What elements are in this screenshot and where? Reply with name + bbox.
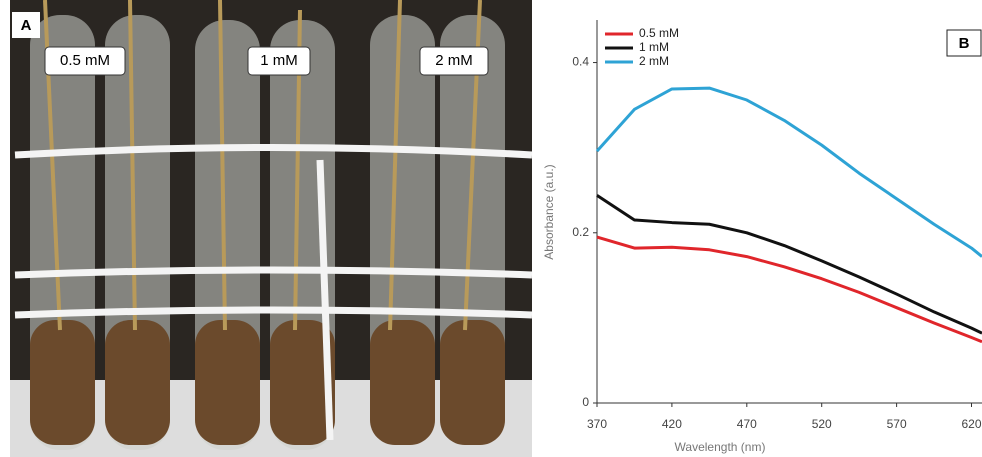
data-line [597,237,982,342]
x-tick-label: 620 [961,417,981,431]
tube-label: 2 mM [435,52,473,69]
tube-label: 1 mM [260,52,298,69]
x-tick-label: 570 [887,417,907,431]
x-tick-label: 470 [737,417,757,431]
data-line [597,88,982,257]
legend-label: 2 mM [639,54,669,68]
x-axis-title: Wavelength (nm) [675,440,766,454]
x-tick-label: 520 [812,417,832,431]
legend-label: 0.5 mM [639,26,679,40]
y-tick-label: 0 [582,395,589,409]
x-tick-label: 420 [662,417,682,431]
chart: B Wavelength (nm) Absorbance (a.u.) 0 0.2… [542,20,982,454]
photo: A 0.5 mM 1 mM 2 mM [10,0,532,457]
x-tick-label: 370 [587,417,607,431]
y-tick-label: 0.2 [572,225,589,239]
panel-label: B [959,35,970,52]
panel-label: A [21,17,32,34]
tube-label: 0.5 mM [60,52,110,69]
y-axis-title: Absorbance (a.u.) [542,164,556,259]
y-tick-label: 0.4 [572,55,589,69]
legend-label: 1 mM [639,40,669,54]
figure: A 0.5 mM 1 mM 2 mM B Wavelength (nm) Abs… [0,0,982,457]
